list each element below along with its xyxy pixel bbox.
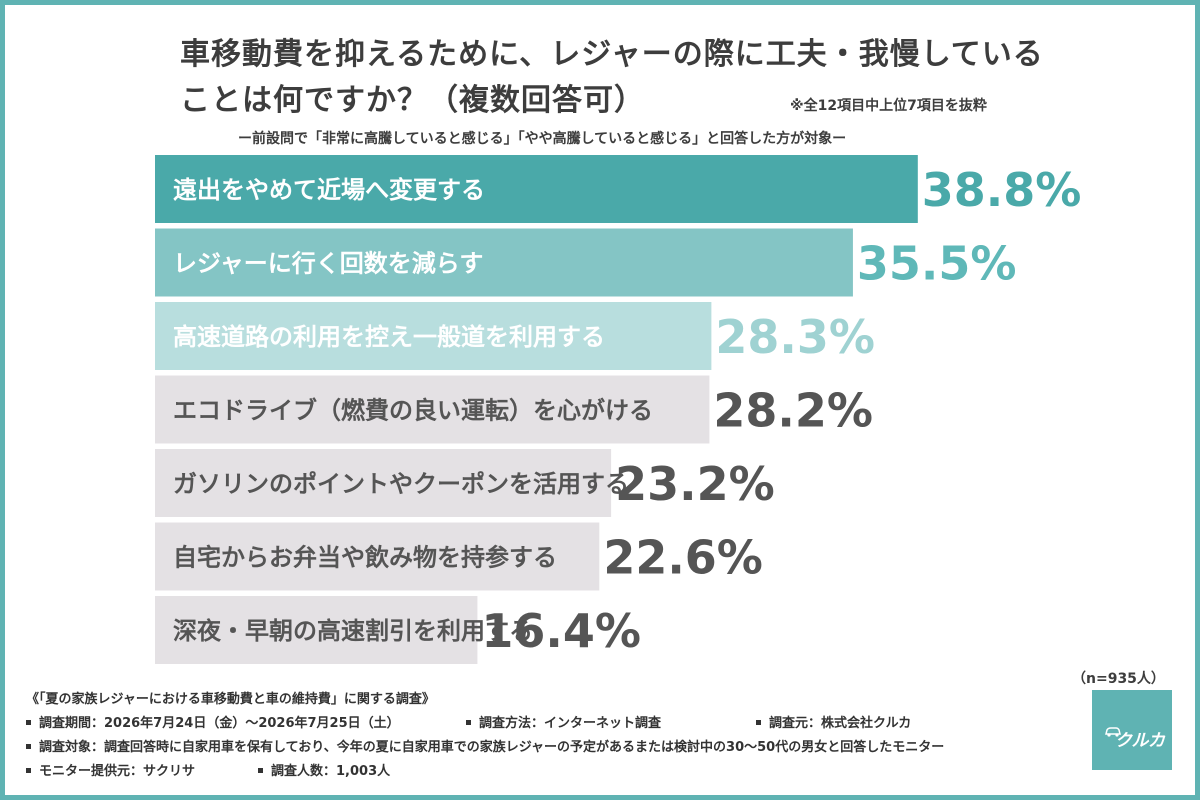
bar-3 [155,302,712,370]
bar-value-7: 16.4% [481,604,641,658]
bar-value-5: 23.2% [615,457,775,511]
bar-label-5: ガソリンのポイントやクーポンを活用する [173,470,629,498]
excerpt-note: ※全12項目中上位7項目を抜粋 [790,98,987,114]
bar-5 [155,449,612,517]
bar-1 [155,155,918,223]
bullet-icon [466,720,471,725]
bullet-icon [26,744,31,749]
bullet-icon [26,720,31,725]
title-line-1: 車移動費を抑えるために、レジャーの際に工夫・我慢している [180,37,1044,72]
bar-label-3: 高速道路の利用を控え一般道を利用する [173,323,605,351]
footer-period-item: 調査期間：2026年7月24日（金）〜2026年7月25日（土） [26,712,466,736]
kuruka-logo: クルカ [1092,690,1172,770]
respondent-count: 調査人数：1,003人 [271,764,391,779]
car-icon [1105,727,1121,737]
title-line-2: ことは何ですか？（複数回答可） [180,83,645,118]
survey-title: 《「夏の家族レジャーにおける車移動費と車の維持費」に関する調査》 [26,692,435,707]
monitor-provider: モニター提供元：サクリサ [39,764,196,779]
footer-method-item: 調査方法：インターネット調査 [466,712,756,736]
footer-row-3: モニター提供元：サクリサ 調査人数：1,003人 [26,760,944,784]
chart-title: 車移動費を抑えるために、レジャーの際に工夫・我慢している ことは何ですか？（複数… [180,32,1060,124]
footer-row-2: 調査対象：調査回答時に自家用車を保有しており、今年の夏に自家用車での家族レジャー… [26,736,944,760]
bar-value-6: 22.6% [603,531,763,585]
bar-value-2: 35.5% [857,237,1017,291]
bullet-icon [258,768,263,773]
bar-6 [155,522,600,591]
bar-label-1: 遠出をやめて近場へ変更する [173,176,485,204]
survey-method: 調査方法：インターネット調査 [479,716,662,731]
bar-label-6: 自宅からお弁当や飲み物を持参する [173,544,557,572]
bullet-icon [26,768,31,773]
footer-source-item: 調査元：株式会社クルカ [756,712,911,736]
survey-source: 調査元：株式会社クルカ [769,716,912,731]
bar-4 [155,375,710,444]
bar-2 [155,228,853,297]
bar-value-1: 38.8% [922,163,1082,217]
bar-7 [155,596,478,664]
survey-period: 調査期間：2026年7月24日（金）〜2026年7月25日（土） [39,716,400,731]
bar-value-3: 28.3% [715,310,875,364]
footer-provider-item: モニター提供元：サクリサ [26,760,258,784]
survey-footer: 《「夏の家族レジャーにおける車移動費と車の維持費」に関する調査》 調査期間：20… [26,688,944,784]
sample-size: （n=935人） [1072,671,1165,687]
bar-value-4: 28.2% [713,384,873,438]
bar-label-2: レジャーに行く回数を減らす [173,250,483,278]
bar-label-4: エコドライブ（燃費の良い運転）を心がける [173,397,653,425]
chart-subtitle: ー前設問で「非常に高騰していると感じる」「やや高騰していると感じる」と回答した方… [238,131,847,147]
bullet-icon [756,720,761,725]
footer-respondents-item: 調査人数：1,003人 [258,760,390,784]
footer-row-1: 調査期間：2026年7月24日（金）〜2026年7月25日（土） 調査方法：インタ… [26,712,944,736]
survey-target: 調査対象：調査回答時に自家用車を保有しており、今年の夏に自家用車での家族レジャー… [39,740,945,755]
bar-label-7: 深夜・早朝の高速割引を利用する [173,617,533,645]
logo-name: クルカ [1115,731,1165,751]
